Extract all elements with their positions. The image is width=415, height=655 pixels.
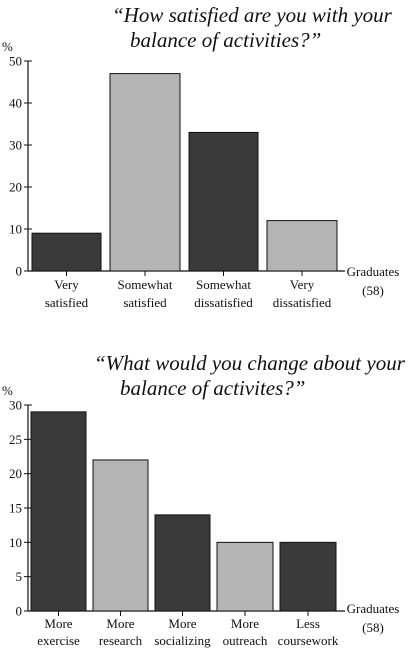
x-tick-label: exercise bbox=[37, 633, 80, 648]
y-tick-label: 15 bbox=[9, 501, 22, 516]
y-tick-label: 20 bbox=[9, 466, 22, 481]
bar-more-exercise bbox=[30, 411, 87, 612]
y-tick-label: 5 bbox=[16, 569, 23, 584]
chart-title-line-1: “How satisfied are you with your bbox=[112, 3, 393, 27]
chart-2: “What would you change about yourbalance… bbox=[2, 351, 406, 648]
y-tick-label: 0 bbox=[16, 264, 23, 279]
bar-somewhat-satisfied bbox=[109, 73, 181, 272]
y-axis-label: % bbox=[2, 39, 13, 54]
x-tick-label: outreach bbox=[223, 633, 268, 648]
x-tick-label: dissatisfied bbox=[273, 295, 332, 310]
y-tick-label: 30 bbox=[9, 398, 22, 413]
bar-somewhat-dissatisfied bbox=[188, 131, 259, 272]
y-tick-label: 50 bbox=[9, 54, 22, 69]
x-tick-label: socializing bbox=[154, 633, 211, 648]
y-axis-label: % bbox=[2, 383, 13, 398]
x-tick-label: satisfied bbox=[123, 295, 167, 310]
chart-title-line-2: balance of activities?” bbox=[130, 28, 321, 52]
x-tick-label: Less bbox=[296, 616, 320, 631]
x-tick-label: coursework bbox=[278, 633, 339, 648]
bar-more-socializing bbox=[154, 514, 211, 612]
y-tick-label: 10 bbox=[9, 222, 22, 237]
bar-very-dissatisfied bbox=[266, 220, 338, 272]
x-tick-label: research bbox=[99, 633, 143, 648]
x-tick-label: More bbox=[106, 616, 134, 631]
x-tick-label: Very bbox=[290, 277, 315, 292]
x-tick-label: satisfied bbox=[45, 295, 89, 310]
chart-title: “What would you change about yourbalance… bbox=[94, 351, 406, 400]
x-tick-label: Somewhat bbox=[118, 277, 173, 292]
bar-more-outreach bbox=[216, 541, 274, 612]
bar-less-coursework bbox=[279, 541, 337, 612]
x-tick-label: More bbox=[168, 616, 196, 631]
group-label: Graduates bbox=[347, 264, 400, 279]
group-label: Graduates bbox=[347, 601, 400, 616]
bar-very-satisfied bbox=[31, 232, 102, 272]
y-tick-label: 10 bbox=[9, 535, 22, 550]
x-tick-label: More bbox=[231, 616, 259, 631]
x-tick-label: Very bbox=[54, 277, 79, 292]
chart-1: “How satisfied are you with yourbalance … bbox=[2, 3, 399, 310]
group-label: (58) bbox=[362, 620, 384, 635]
y-tick-label: 20 bbox=[9, 180, 22, 195]
y-tick-label: 30 bbox=[9, 138, 22, 153]
x-tick-label: More bbox=[44, 616, 72, 631]
x-tick-label: Somewhat bbox=[196, 277, 251, 292]
group-label: (58) bbox=[362, 283, 384, 298]
bar-more-research bbox=[92, 459, 149, 612]
y-tick-label: 25 bbox=[9, 432, 22, 447]
chart-title-line-2: balance of activites?” bbox=[120, 376, 305, 400]
x-tick-label: dissatisfied bbox=[194, 295, 253, 310]
y-tick-label: 40 bbox=[9, 96, 22, 111]
y-tick-label: 0 bbox=[16, 604, 23, 619]
chart-title-line-1: “What would you change about your bbox=[94, 351, 406, 375]
chart-title: “How satisfied are you with yourbalance … bbox=[112, 3, 393, 52]
